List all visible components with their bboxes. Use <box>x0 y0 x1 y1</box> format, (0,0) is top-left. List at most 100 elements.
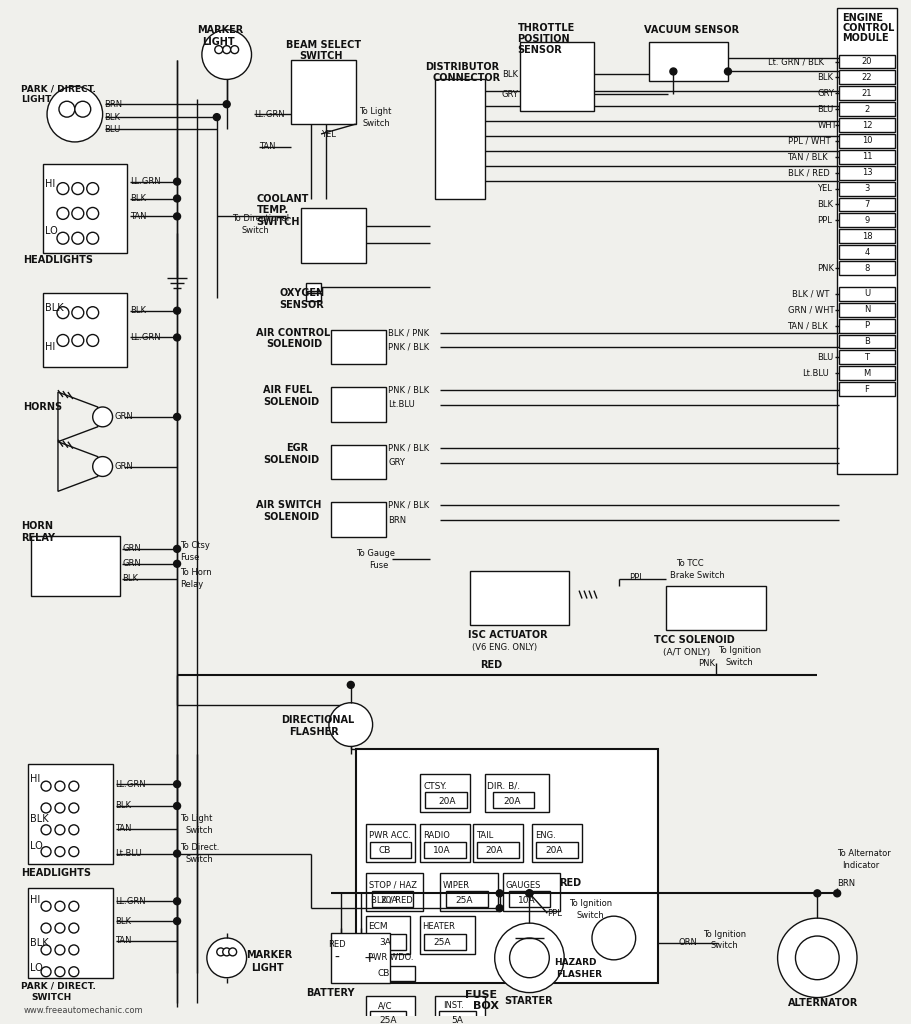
Circle shape <box>55 825 65 835</box>
Text: VACUUM SENSOR: VACUUM SENSOR <box>643 25 739 35</box>
Text: 11: 11 <box>862 153 872 162</box>
Text: PNK / BLK: PNK / BLK <box>388 501 430 510</box>
Text: ORN: ORN <box>679 938 697 947</box>
Text: N: N <box>864 305 870 314</box>
Bar <box>292 59 355 124</box>
Text: 10A: 10A <box>433 846 451 855</box>
Text: INST.: INST. <box>443 1001 464 1010</box>
Text: LO: LO <box>30 841 43 851</box>
Text: BLK: BLK <box>116 916 131 926</box>
Circle shape <box>814 890 821 897</box>
Text: BLU: BLU <box>105 125 121 133</box>
Bar <box>28 764 113 863</box>
Bar <box>839 287 895 301</box>
Text: 20A: 20A <box>486 846 503 855</box>
Text: 25A: 25A <box>433 938 451 947</box>
Text: BLK: BLK <box>130 194 147 203</box>
Circle shape <box>41 945 51 954</box>
Bar <box>440 873 497 911</box>
Text: To Directional: To Directional <box>231 214 289 223</box>
Circle shape <box>222 46 230 53</box>
Text: HAZARD: HAZARD <box>554 958 597 968</box>
Text: PPL: PPL <box>548 908 562 918</box>
Text: BLK: BLK <box>30 814 49 824</box>
Circle shape <box>55 901 65 911</box>
Text: CONNECTOR: CONNECTOR <box>432 74 500 83</box>
Text: 9: 9 <box>865 216 870 225</box>
Text: PARK / DIRECT.: PARK / DIRECT. <box>21 85 97 94</box>
Circle shape <box>215 46 222 53</box>
Circle shape <box>174 850 180 857</box>
Text: M: M <box>864 369 871 378</box>
Text: BLK / RED: BLK / RED <box>787 168 829 177</box>
Text: GRY: GRY <box>502 90 518 98</box>
Circle shape <box>72 208 84 219</box>
Bar <box>331 387 385 422</box>
Text: MARKER: MARKER <box>247 950 292 959</box>
Circle shape <box>174 780 180 787</box>
Text: 22: 22 <box>862 73 872 82</box>
Text: HEADLIGHTS: HEADLIGHTS <box>23 255 93 265</box>
Circle shape <box>41 847 51 857</box>
Bar <box>839 118 895 132</box>
Text: WIPER: WIPER <box>443 881 470 890</box>
Text: LL.GRN: LL.GRN <box>116 897 146 906</box>
Circle shape <box>55 847 65 857</box>
Text: EGR: EGR <box>286 442 309 453</box>
Circle shape <box>69 923 79 933</box>
Text: GRY: GRY <box>388 458 405 467</box>
Text: TAN: TAN <box>116 824 132 834</box>
Text: AIR FUEL: AIR FUEL <box>263 385 312 395</box>
Circle shape <box>174 546 180 552</box>
Text: 3A: 3A <box>380 938 392 947</box>
Circle shape <box>41 803 51 813</box>
Bar <box>331 502 385 537</box>
Text: YEL: YEL <box>817 184 832 194</box>
Text: SENSOR: SENSOR <box>280 300 324 309</box>
Text: TAN: TAN <box>116 937 132 945</box>
Text: To Ignition: To Ignition <box>718 646 762 654</box>
Circle shape <box>93 457 113 476</box>
Circle shape <box>724 68 732 75</box>
Bar <box>425 842 466 858</box>
Text: SWITCH: SWITCH <box>31 993 71 1002</box>
Text: B: B <box>864 337 870 346</box>
Circle shape <box>202 30 251 80</box>
Bar <box>370 842 412 858</box>
Circle shape <box>230 46 239 53</box>
Bar <box>839 86 895 100</box>
Text: DISTRIBUTOR: DISTRIBUTOR <box>425 62 499 73</box>
Text: BRN: BRN <box>837 879 855 888</box>
Circle shape <box>174 560 180 567</box>
Text: Switch: Switch <box>710 941 738 950</box>
Text: To Direct.: To Direct. <box>180 843 220 852</box>
Text: ECM: ECM <box>368 922 387 931</box>
Circle shape <box>174 898 180 905</box>
Bar <box>476 842 518 858</box>
Text: RED: RED <box>559 879 581 889</box>
Text: TAN / BLK: TAN / BLK <box>787 322 828 330</box>
Bar <box>667 586 765 631</box>
Circle shape <box>834 890 841 897</box>
Text: LIGHT: LIGHT <box>202 37 234 47</box>
Bar <box>537 842 578 858</box>
Text: 10A: 10A <box>517 896 535 905</box>
Circle shape <box>57 208 69 219</box>
Circle shape <box>174 195 180 202</box>
Text: LL.GRN: LL.GRN <box>130 333 161 342</box>
Text: TAN: TAN <box>130 212 147 221</box>
Text: COOLANT: COOLANT <box>257 194 309 204</box>
Text: To Horn: To Horn <box>180 568 211 578</box>
Text: A/C: A/C <box>377 1001 392 1010</box>
Text: (A/T ONLY): (A/T ONLY) <box>663 647 711 656</box>
Text: Lt.BLU: Lt.BLU <box>116 849 142 858</box>
Text: TAN / BLK: TAN / BLK <box>787 153 828 162</box>
Circle shape <box>57 182 69 195</box>
Circle shape <box>229 948 237 955</box>
Bar <box>331 330 385 365</box>
Bar <box>331 444 385 479</box>
Text: POSITION: POSITION <box>517 34 570 44</box>
Text: PPL: PPL <box>817 216 832 225</box>
Text: LIGHT: LIGHT <box>21 95 52 103</box>
Text: SWITCH: SWITCH <box>257 217 300 227</box>
